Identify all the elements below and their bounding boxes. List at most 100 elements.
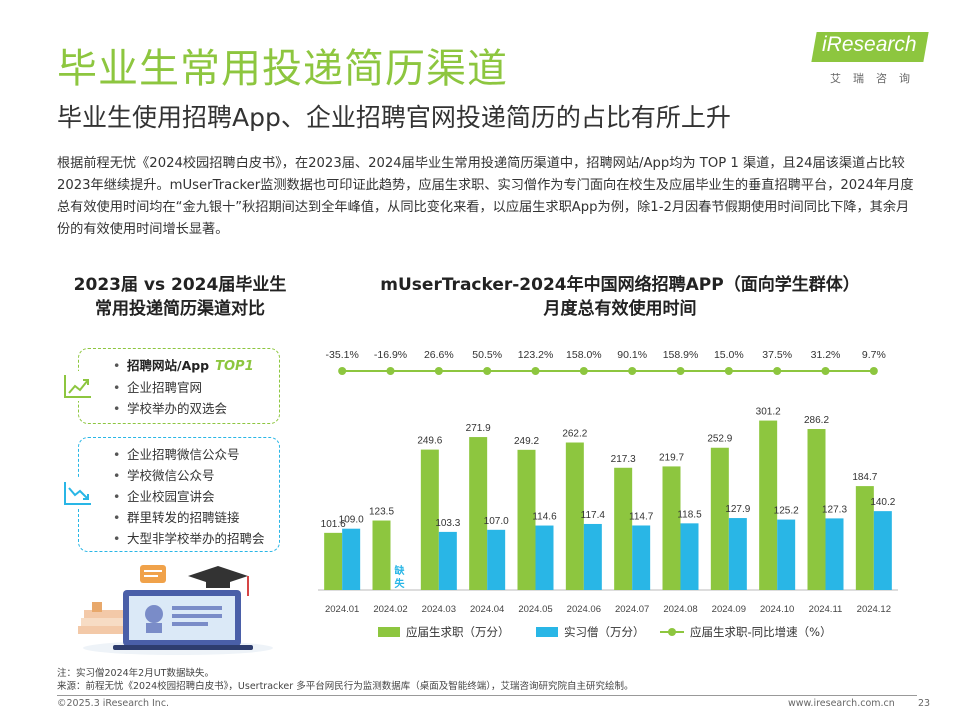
growth-point xyxy=(773,367,782,375)
x-tick-label: 2024.07 xyxy=(615,604,649,615)
growth-point xyxy=(531,367,540,375)
x-tick-label: 2024.12 xyxy=(857,604,891,615)
growth-label: 123.2% xyxy=(518,349,554,361)
growth-label: 90.1% xyxy=(617,349,647,361)
page-number: 23 xyxy=(918,698,931,709)
bar-label-shixiseng: 125.2 xyxy=(774,506,799,517)
trend-up-icon xyxy=(61,371,95,401)
growth-label: 158.0% xyxy=(566,349,602,361)
growth-label: 26.6% xyxy=(424,349,454,361)
bar-label-shixiseng: 114.6 xyxy=(532,512,557,523)
x-tick-label: 2024.04 xyxy=(470,604,504,615)
copyright: ©2025.3 iResearch Inc. xyxy=(57,698,170,709)
bar-shixiseng xyxy=(680,523,699,590)
bar-yingjiesheng xyxy=(469,437,488,590)
channel-item: 企业校园宣讲会 xyxy=(113,486,265,507)
legend-marker-growth xyxy=(668,628,676,636)
intro-paragraph: 根据前程无忧《2024校园招聘白皮书》，在2023届、2024届毕业生常用投递简… xyxy=(57,156,914,237)
bar-yingjiesheng xyxy=(324,532,343,590)
growth-point xyxy=(676,367,685,375)
bar-shixiseng xyxy=(487,529,506,590)
channel-item: 学校举办的双选会 xyxy=(113,398,254,419)
bar-yingjiesheng xyxy=(855,486,874,590)
top1-tag: TOP1 xyxy=(215,359,254,374)
x-tick-label: 2024.05 xyxy=(518,604,552,615)
legend-swatch-yingjiesheng xyxy=(378,627,400,637)
footer-divider xyxy=(57,695,917,696)
bar-yingjiesheng xyxy=(565,442,584,590)
bar-label-yingjiesheng: 217.3 xyxy=(611,454,636,465)
x-tick-label: 2024.06 xyxy=(567,604,601,615)
page-subtitle: 毕业生使用招聘App、企业招聘官网投递简历的占比有所上升 xyxy=(57,103,731,132)
bar-shixiseng xyxy=(825,518,844,590)
bar-shixiseng xyxy=(777,519,796,590)
bar-label-shixiseng: 127.9 xyxy=(725,504,750,515)
website: www.iresearch.com.cn xyxy=(788,698,895,709)
bar-yingjiesheng xyxy=(517,449,536,590)
bar-shixiseng xyxy=(438,531,457,590)
growth-label: -16.9% xyxy=(374,349,407,361)
growth-point xyxy=(869,367,878,375)
footnote: 注：实习僧2024年2月UT数据缺失。 xyxy=(57,668,214,679)
bar-shixiseng xyxy=(728,518,747,590)
channel-item: 企业招聘微信公众号 xyxy=(113,444,265,465)
bar-label-yingjiesheng: 249.2 xyxy=(514,436,539,447)
source-note: 来源：前程无忧《2024校园招聘白皮书》，Usertracker 多平台网民行为… xyxy=(57,681,634,692)
graduate-laptop-illustration xyxy=(78,556,278,656)
growth-label: 50.5% xyxy=(472,349,502,361)
x-tick-label: 2024.08 xyxy=(663,604,697,615)
bar-yingjiesheng xyxy=(372,520,391,590)
chart-title: mUserTracker-2024年中国网络招聘APP（面向学生群体） 月度总有… xyxy=(380,275,860,319)
x-tick-label: 2024.10 xyxy=(760,604,794,615)
bar-shixiseng xyxy=(583,523,602,590)
bar-label-shixiseng: 118.5 xyxy=(677,509,702,520)
channel-item: 学校微信公众号 xyxy=(113,465,265,486)
bar-label-shixiseng: 109.0 xyxy=(339,515,364,526)
bar-yingjiesheng xyxy=(662,466,681,590)
bar-label-yingjiesheng: 101.6 xyxy=(321,519,346,530)
growth-point xyxy=(434,367,443,375)
growth-point xyxy=(579,367,588,375)
x-tick-label: 2024.01 xyxy=(325,604,359,615)
growth-point xyxy=(338,367,347,375)
channel-item: 大型非学校举办的招聘会 xyxy=(113,528,265,549)
bar-yingjiesheng xyxy=(420,449,439,590)
legend-label-growth: 应届生求职-同比增速（%） xyxy=(690,625,832,639)
bar-label-shixiseng: 127.3 xyxy=(822,504,847,515)
bar-label-yingjiesheng: 301.2 xyxy=(756,407,781,418)
missing-label: 缺失 xyxy=(394,564,406,590)
legend-label-yingjiesheng: 应届生求职（万分） xyxy=(406,625,510,639)
bar-label-yingjiesheng: 286.2 xyxy=(804,415,829,426)
x-tick-label: 2024.02 xyxy=(373,604,407,615)
bar-label-yingjiesheng: 271.9 xyxy=(466,423,491,434)
growth-point xyxy=(628,367,637,375)
other-channels-box: 企业招聘微信公众号 学校微信公众号 企业校园宣讲会 群里转发的招聘链接 大型非学… xyxy=(61,437,280,552)
page-title: 毕业生常用投递简历渠道 xyxy=(57,46,508,92)
iresearch-logo: iResearch 艾瑞咨询 xyxy=(808,30,929,92)
growth-point xyxy=(821,367,830,375)
x-tick-label: 2024.03 xyxy=(422,604,456,615)
bar-yingjiesheng xyxy=(759,420,778,590)
bar-label-yingjiesheng: 249.6 xyxy=(417,436,442,447)
bar-label-yingjiesheng: 219.7 xyxy=(659,452,684,463)
bar-shixiseng xyxy=(632,525,651,590)
bar-label-shixiseng: 117.4 xyxy=(581,510,606,521)
trend-down-icon xyxy=(61,478,95,508)
bar-label-shixiseng: 114.7 xyxy=(629,511,654,522)
left-panel-title: 2023届 vs 2024届毕业生 常用投递简历渠道对比 xyxy=(73,275,287,319)
bar-shixiseng xyxy=(342,528,361,590)
bar-yingjiesheng xyxy=(710,447,729,590)
x-tick-label: 2024.11 xyxy=(809,604,843,615)
growth-label: 15.0% xyxy=(714,349,744,361)
bar-label-yingjiesheng: 262.2 xyxy=(562,429,587,440)
bar-label-yingjiesheng: 252.9 xyxy=(707,434,732,445)
legend-label-shixiseng: 实习僧（万分） xyxy=(564,625,645,639)
channel-item: 群里转发的招聘链接 xyxy=(113,507,265,528)
growth-label: 158.9% xyxy=(663,349,699,361)
bar-shixiseng xyxy=(535,525,554,590)
growth-label: 37.5% xyxy=(762,349,792,361)
bar-yingjiesheng xyxy=(807,429,826,590)
